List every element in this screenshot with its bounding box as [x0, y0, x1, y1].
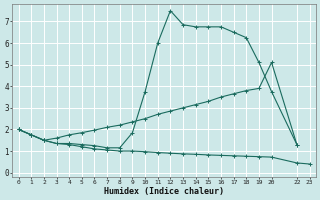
X-axis label: Humidex (Indice chaleur): Humidex (Indice chaleur) [104, 187, 224, 196]
